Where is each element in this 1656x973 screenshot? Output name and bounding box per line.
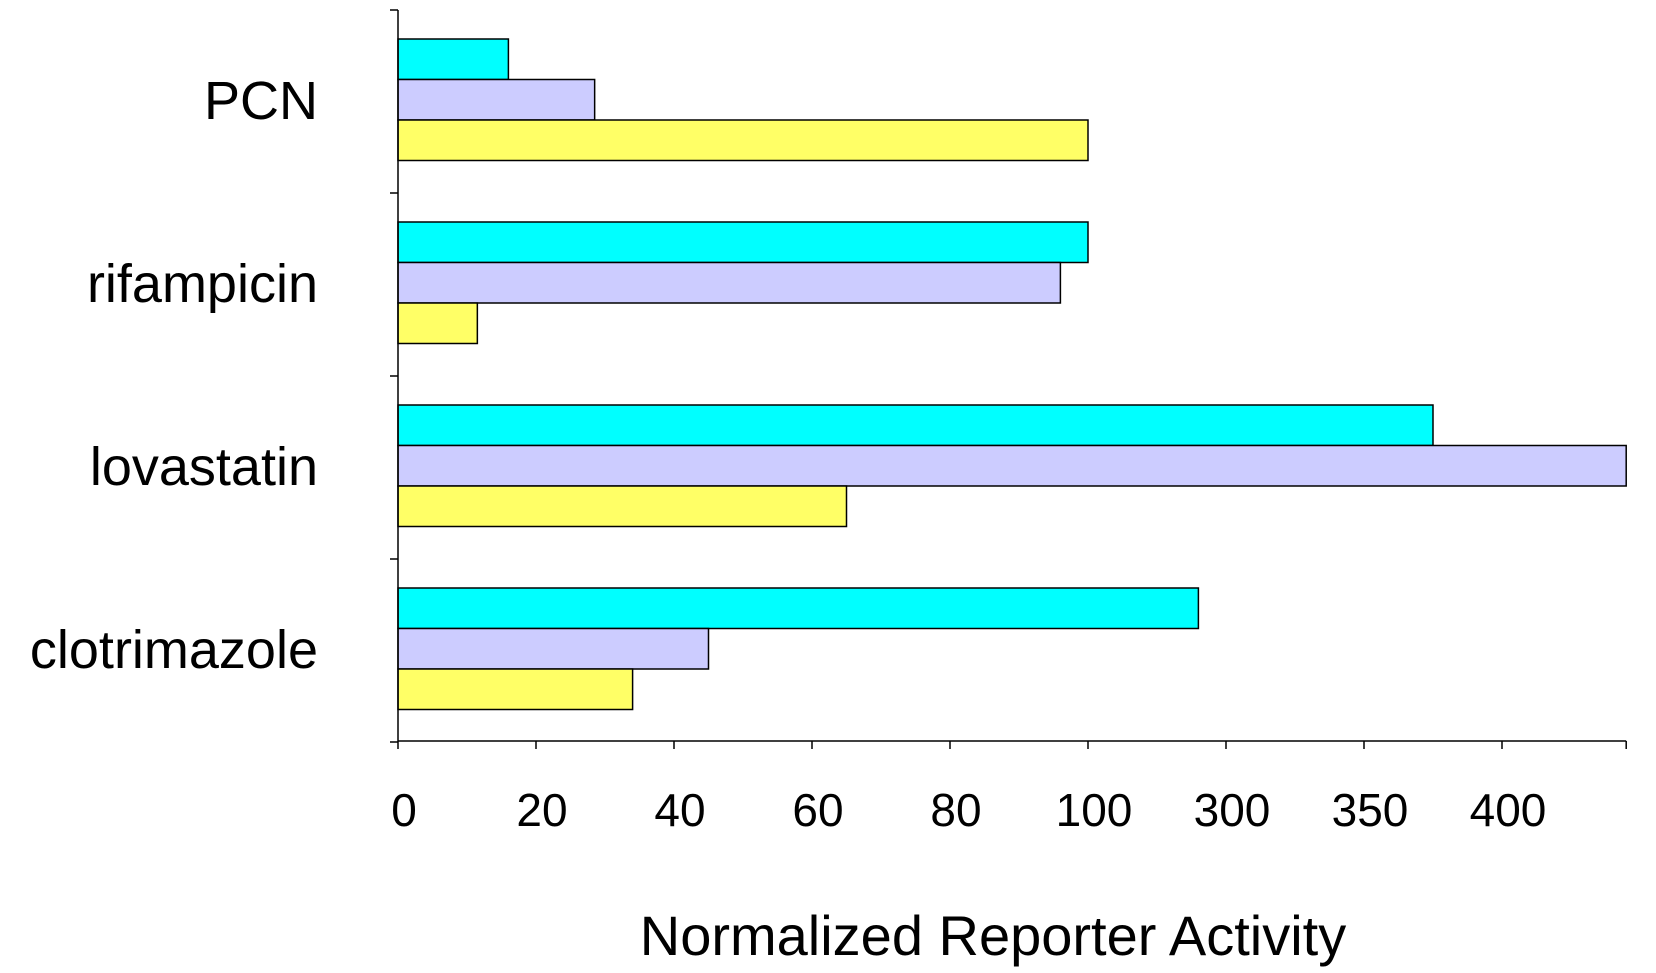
x-tick-label: 40: [654, 784, 705, 836]
y-axis-ticks: [390, 9, 398, 743]
bar-PCN-series-1: [397, 38, 510, 81]
x-tick-label: 0: [391, 784, 417, 836]
x-tick-label: 60: [792, 784, 843, 836]
bar-clotrimazole-series-3: [397, 668, 634, 711]
x-tick-label: 350: [1332, 784, 1409, 836]
x-tick-label: 80: [930, 784, 981, 836]
category-label: PCN: [204, 71, 318, 131]
x-tick-label: 20: [516, 784, 567, 836]
bar-PCN-series-2: [397, 78, 596, 121]
bar-rifampicin-series-2: [397, 261, 1062, 304]
x-tick-label: 400: [1470, 784, 1547, 836]
category-labels: PCN rifampicin lovastatin clotrimazole: [30, 71, 318, 680]
x-tick-label: 300: [1194, 784, 1271, 836]
x-axis-ticks: [397, 741, 1627, 749]
bar-lovastatin-series-3: [397, 485, 848, 528]
category-label: lovastatin: [90, 437, 318, 497]
x-tick-label: 100: [1056, 784, 1133, 836]
bar-rifampicin-series-3: [397, 302, 479, 345]
bar-clotrimazole-series-1: [397, 587, 1200, 630]
bar-lovastatin-series-1: [397, 404, 1434, 447]
bar-lovastatin-series-2: [397, 444, 1627, 487]
bars-group: [397, 38, 1627, 711]
category-label: rifampicin: [87, 254, 318, 314]
category-label: clotrimazole: [30, 620, 318, 680]
bar-clotrimazole-series-2: [397, 627, 710, 670]
x-tick-labels: 0 20 40 60 80 100 300 350 400: [391, 784, 1546, 836]
bar-PCN-series-3: [397, 119, 1089, 162]
x-axis-title: Normalized Reporter Activity: [640, 904, 1346, 967]
bar-rifampicin-series-1: [397, 221, 1089, 264]
